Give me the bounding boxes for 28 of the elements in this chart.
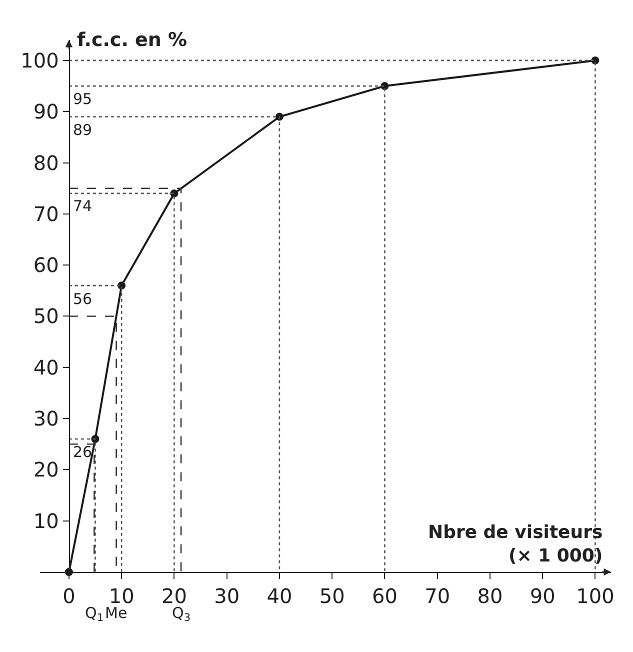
y-tick-label: 40 — [33, 355, 59, 380]
y-tick-label: 70 — [33, 202, 59, 226]
annotation: 89 — [73, 121, 92, 139]
x-tick-label: 70 — [424, 584, 450, 608]
x-tick-label: 40 — [266, 584, 292, 608]
x-tick-label: 80 — [477, 584, 503, 608]
y-tick-label: 80 — [33, 150, 59, 175]
y-tick-label: 90 — [33, 100, 59, 124]
y-tick-label: 100 — [20, 48, 59, 72]
annotation: Q$_{3}$ — [172, 604, 190, 624]
annotation: 56 — [73, 290, 92, 308]
x-tick-label: 90 — [530, 584, 556, 608]
y-tick-label: 10 — [33, 508, 59, 533]
y-tick-label: 50 — [33, 304, 59, 328]
x-tick-label: 0 — [62, 584, 76, 608]
x-tick-label: 50 — [319, 584, 345, 608]
y-tick-label: 60 — [33, 253, 59, 278]
y-tick-label: 20 — [33, 458, 59, 482]
annotation: 26 — [73, 443, 92, 461]
annotation: 74 — [73, 197, 92, 215]
annotation: Q$_{1}$ — [85, 604, 104, 624]
x-tick-label: 100 — [576, 584, 614, 608]
x-tick-label: 60 — [372, 584, 398, 608]
x-tick-label: 30 — [214, 584, 240, 608]
x-axis-title: Nbre de visiteurs (× 1 000) — [428, 522, 603, 566]
annotation: 95 — [73, 90, 92, 108]
y-tick-label: 30 — [33, 406, 59, 431]
y-axis-title: f.c.c. en % — [77, 29, 188, 51]
